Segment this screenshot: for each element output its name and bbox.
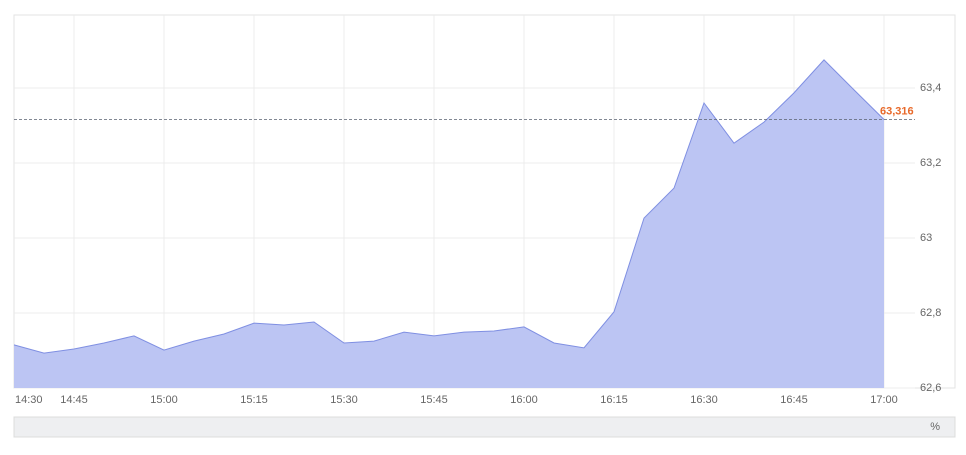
x-tick-label: 14:45 (60, 394, 88, 406)
x-tick-label: 16:30 (690, 394, 718, 406)
y-tick-label: 62,8 (920, 307, 941, 319)
footer-bar (13, 416, 956, 438)
x-tick-label: 17:00 (870, 394, 898, 406)
unit-label: % (930, 421, 940, 433)
x-tick-label: 15:30 (330, 394, 358, 406)
area (14, 59, 884, 388)
y-tick-label: 63 (920, 232, 932, 244)
x-tick-label: 15:15 (240, 394, 268, 406)
line (13, 59, 885, 354)
x-tick-label: 15:00 (150, 394, 178, 406)
y-tick-label: 63,2 (920, 157, 941, 169)
x-tick-label: 16:45 (780, 394, 808, 406)
y-tick-label: 63,4 (920, 82, 941, 94)
x-tick-label: 14:30 (15, 394, 43, 406)
x-tick-label: 15:45 (420, 394, 448, 406)
x-tick-label: 16:15 (600, 394, 628, 406)
x-tick-label: 16:00 (510, 394, 538, 406)
y-tick-label: 62,6 (920, 382, 941, 394)
last-value-label: 63,316 (880, 105, 914, 117)
